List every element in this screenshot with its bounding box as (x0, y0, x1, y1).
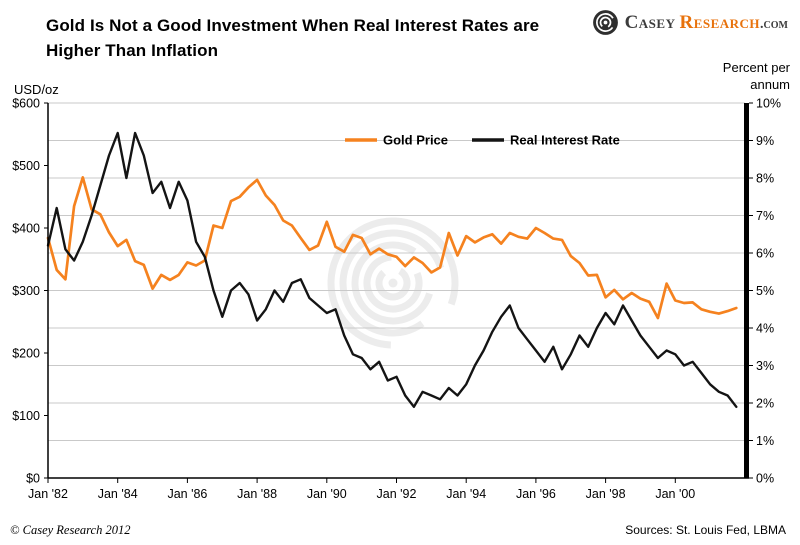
chart-title: Gold Is Not a Good Investment When Real … (46, 14, 539, 63)
watermark-logo-icon (327, 217, 459, 349)
svg-text:9%: 9% (756, 134, 774, 148)
left-axis-unit-label: USD/oz (14, 82, 59, 97)
svg-text:Jan '98: Jan '98 (586, 487, 626, 501)
logo-text-dotcom: .com (760, 16, 788, 32)
sources-text: Sources: St. Louis Fed, LBMA (625, 523, 786, 537)
left-axis-ticks: $0 $100 $200 $300 $400 $500 $600 (12, 97, 48, 486)
x-axis-ticks: Jan '82 Jan '84 Jan '86 Jan '88 Jan '90 Jan '… (28, 478, 695, 501)
svg-text:$300: $300 (12, 284, 40, 298)
svg-text:$400: $400 (12, 222, 40, 236)
logo-text-wrap: Casey Research.com (625, 12, 788, 34)
right-axis-bar (744, 103, 749, 478)
svg-text:3%: 3% (756, 359, 774, 373)
svg-text:Jan '94: Jan '94 (446, 487, 486, 501)
svg-text:8%: 8% (756, 172, 774, 186)
svg-text:7%: 7% (756, 209, 774, 223)
right-axis-ticks: 0% 1% 2% 3% 4% 5% 6% 7% 8% 9% 10% (749, 97, 781, 486)
casey-logo-icon (592, 9, 619, 36)
svg-text:Jan '84: Jan '84 (98, 487, 138, 501)
gridlines (48, 102, 745, 441)
svg-text:$200: $200 (12, 347, 40, 361)
svg-text:Jan '00: Jan '00 (655, 487, 695, 501)
legend-label-real-interest-rate: Real Interest Rate (510, 133, 620, 148)
svg-text:0%: 0% (756, 472, 774, 486)
logo-text-research: Research (679, 11, 761, 33)
svg-text:2%: 2% (756, 397, 774, 411)
legend-label-gold-price: Gold Price (383, 133, 448, 148)
svg-text:5%: 5% (756, 284, 774, 298)
svg-text:1%: 1% (756, 434, 774, 448)
svg-text:$500: $500 (12, 159, 40, 173)
svg-text:$100: $100 (12, 409, 40, 423)
svg-text:Jan '88: Jan '88 (237, 487, 277, 501)
chart-title-line1: Gold Is Not a Good Investment When Real … (46, 16, 540, 35)
svg-text:Jan '92: Jan '92 (377, 487, 417, 501)
real-interest-rate-line (46, 131, 738, 408)
svg-text:Jan '96: Jan '96 (516, 487, 556, 501)
svg-text:$600: $600 (12, 97, 40, 111)
svg-text:10%: 10% (756, 97, 781, 111)
svg-text:4%: 4% (756, 322, 774, 336)
svg-text:$0: $0 (26, 472, 40, 486)
svg-text:6%: 6% (756, 247, 774, 261)
legend: Gold Price Real Interest Rate (345, 133, 620, 148)
logo-text-casey: Casey (624, 11, 676, 33)
svg-text:Jan '86: Jan '86 (167, 487, 207, 501)
gold-price-line (46, 176, 738, 320)
chart-title-line2: Higher Than Inflation (46, 40, 219, 60)
svg-text:Jan '90: Jan '90 (307, 487, 347, 501)
casey-research-logo: Casey Research.com (592, 9, 788, 36)
right-axis-unit-label: Percent per annum (722, 60, 790, 92)
copyright-text: © Casey Research 2012 (10, 523, 131, 537)
svg-text:Jan '82: Jan '82 (28, 487, 68, 501)
